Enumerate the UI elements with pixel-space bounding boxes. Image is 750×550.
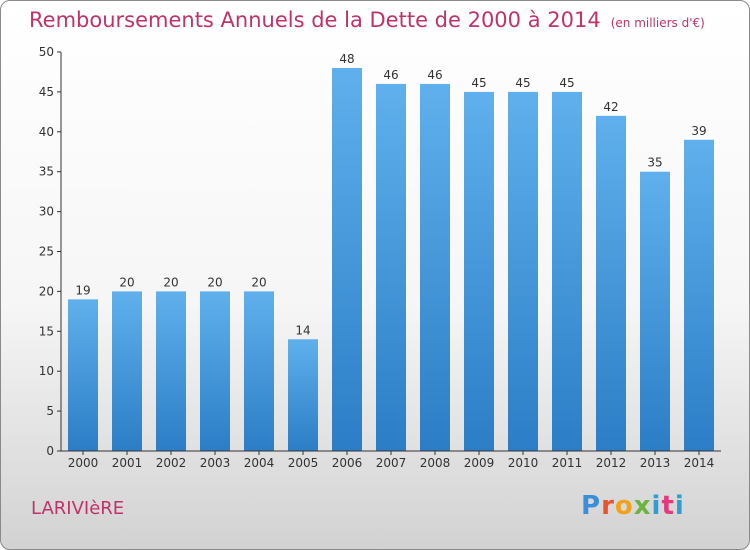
bar-2010 — [508, 91, 538, 452]
bar-2006 — [332, 67, 362, 452]
bar-value-label: 48 — [339, 52, 354, 66]
bars-group — [68, 67, 714, 452]
x-tick-label: 2010 — [508, 456, 539, 470]
x-tick-label: 2002 — [156, 456, 187, 470]
x-tick-label: 2009 — [464, 456, 495, 470]
bar-2009 — [464, 91, 494, 452]
bar-value-label: 45 — [559, 76, 574, 90]
y-tick-label: 50 — [39, 45, 54, 59]
x-tick-label: 2014 — [684, 456, 715, 470]
x-tick-label: 2006 — [332, 456, 363, 470]
x-tick-label: 2007 — [376, 456, 407, 470]
x-tick-label: 2001 — [112, 456, 143, 470]
bar-value-label: 42 — [603, 100, 618, 114]
axes-group: 0 5 10 15 20 25 30 35 40 45 50 2000 2001 2002 2003 2004… — [39, 45, 721, 470]
bar-value-label: 45 — [471, 76, 486, 90]
y-tick-label: 10 — [39, 364, 54, 378]
y-tick-label: 20 — [39, 284, 54, 298]
bar-2007 — [376, 83, 406, 452]
x-tick-label: 2013 — [640, 456, 671, 470]
bar-2014 — [684, 139, 714, 451]
proxiti-logo[interactable]: Proxiti — [581, 491, 685, 521]
x-tick-label: 2003 — [200, 456, 231, 470]
y-tick-label: 35 — [39, 165, 54, 179]
y-tick-label: 30 — [39, 205, 54, 219]
bar-2013 — [640, 171, 670, 451]
bar-value-label: 46 — [383, 68, 398, 82]
x-tick-label: 2000 — [68, 456, 99, 470]
x-tick-label: 2004 — [244, 456, 275, 470]
title-line: Remboursements Annuels de la Dette de 20… — [29, 8, 705, 32]
y-tick-label: 40 — [39, 125, 54, 139]
bar-value-label: 20 — [119, 275, 134, 289]
bar-2003 — [200, 291, 230, 451]
bar-2005 — [288, 339, 318, 451]
bar-2001 — [112, 291, 142, 451]
bar-value-label: 45 — [515, 76, 530, 90]
bar-2002 — [156, 291, 186, 451]
x-tick-label: 2005 — [288, 456, 319, 470]
chart-title: Remboursements Annuels de la Dette de 20… — [29, 8, 601, 32]
bar-2004 — [244, 291, 274, 451]
bar-value-label: 20 — [207, 275, 222, 289]
bar-value-label: 35 — [647, 156, 662, 170]
x-tick-label: 2008 — [420, 456, 451, 470]
bar-value-label: 20 — [251, 275, 266, 289]
bar-value-label: 46 — [427, 68, 442, 82]
x-tick-label: 2011 — [552, 456, 583, 470]
bar-labels-group: 19 20 20 20 20 14 48 46 46 45 45 45 42 35 39 — [75, 52, 706, 337]
chart-unit-label: (en milliers d'€) — [610, 16, 705, 30]
y-tick-label: 0 — [46, 444, 54, 458]
y-tick-label: 25 — [39, 245, 54, 259]
y-tick-label: 15 — [39, 324, 54, 338]
y-tick-label: 45 — [39, 85, 54, 99]
bar-value-label: 14 — [295, 323, 310, 337]
bar-value-label: 20 — [163, 275, 178, 289]
bar-2012 — [596, 115, 626, 451]
bar-value-label: 19 — [75, 283, 90, 297]
bar-2000 — [68, 299, 98, 451]
y-tick-label: 5 — [46, 404, 54, 418]
commune-name: LARIVIèRE — [31, 498, 125, 519]
bar-value-label: 39 — [691, 124, 706, 138]
bar-2011 — [552, 91, 582, 452]
bar-2008 — [420, 83, 450, 452]
x-tick-label: 2012 — [596, 456, 627, 470]
